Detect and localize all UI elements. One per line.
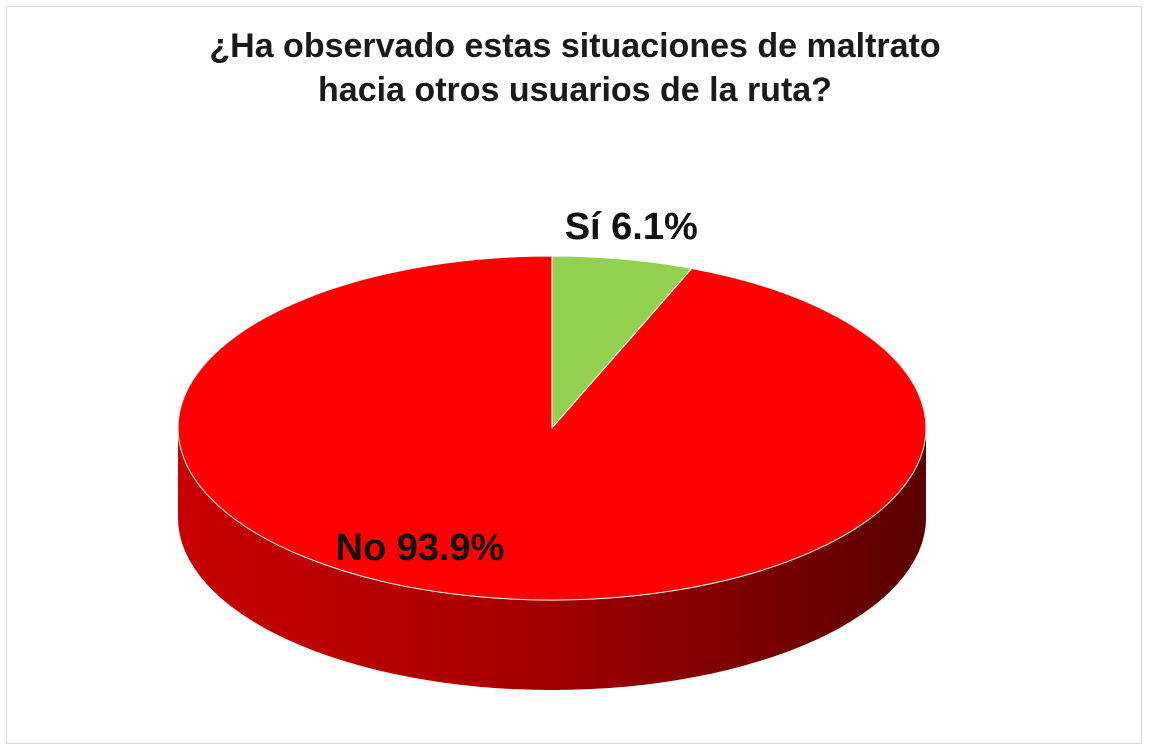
pie-label-si: Sí 6.1% bbox=[565, 206, 698, 248]
pie-slice-si bbox=[551, 255, 693, 430]
chart-title: ¿Ha observado estas situaciones de maltr… bbox=[0, 24, 1150, 112]
pie-slice-no bbox=[177, 255, 927, 601]
pie-labels: Sí 6.1% No 93.9% bbox=[336, 206, 698, 569]
chart-title-line-1: ¿Ha observado estas situaciones de maltr… bbox=[209, 27, 941, 65]
pie-label-no: No 93.9% bbox=[336, 527, 505, 569]
pie-side-wall bbox=[178, 428, 926, 690]
pie-slices bbox=[177, 255, 927, 601]
chart-title-line-2: hacia otros usuarios de la ruta? bbox=[318, 71, 832, 109]
